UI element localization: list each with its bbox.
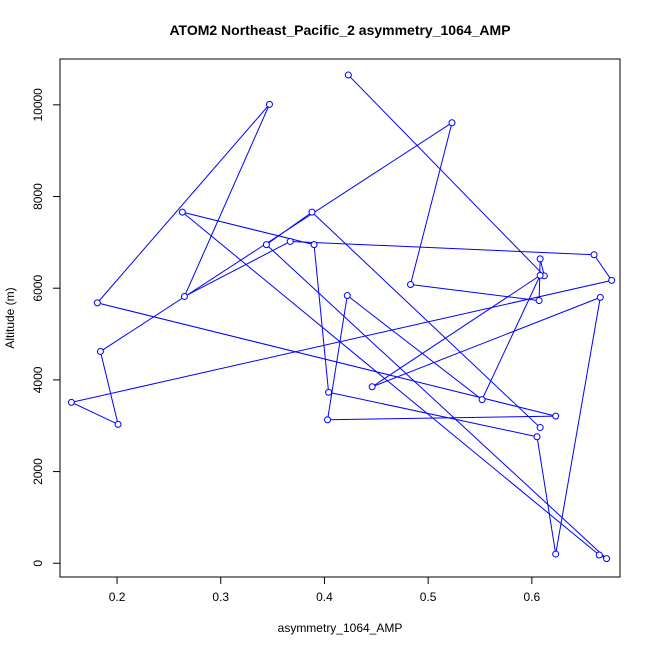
data-point bbox=[608, 276, 616, 284]
data-point bbox=[286, 237, 294, 245]
data-point bbox=[536, 271, 544, 279]
data-point bbox=[407, 281, 415, 289]
data-point bbox=[310, 241, 318, 249]
x-tick-label: 0.6 bbox=[524, 590, 541, 604]
series-line-segment bbox=[71, 279, 612, 403]
series-lines bbox=[71, 74, 613, 560]
series-points bbox=[67, 71, 616, 563]
series-line-segment bbox=[311, 211, 541, 428]
data-point bbox=[308, 208, 316, 216]
data-point bbox=[448, 119, 456, 127]
data-point bbox=[535, 297, 543, 305]
series-line-segment bbox=[481, 275, 541, 400]
y-tick-label: 0 bbox=[31, 560, 45, 567]
data-point bbox=[93, 299, 101, 307]
series-line-segment bbox=[538, 258, 541, 301]
y-axis: 0 2000 4000 6000 8000 10000 bbox=[31, 88, 61, 567]
series-line-segment bbox=[536, 436, 557, 555]
y-tick-label: 2000 bbox=[31, 458, 45, 485]
series-line-segment bbox=[328, 391, 538, 438]
data-point bbox=[178, 208, 186, 216]
data-point bbox=[368, 383, 376, 391]
data-point bbox=[344, 71, 352, 79]
x-tick-label: 0.4 bbox=[316, 590, 333, 604]
series-line-segment bbox=[266, 211, 313, 246]
x-axis-label: asymmetry_1064_AMP bbox=[278, 621, 403, 635]
series-line-segment bbox=[182, 211, 600, 556]
data-point bbox=[324, 416, 332, 424]
series-line-segment bbox=[96, 104, 270, 304]
series-line-segment bbox=[327, 295, 348, 420]
data-point bbox=[325, 388, 333, 396]
data-point bbox=[590, 251, 598, 259]
series-line-segment bbox=[410, 122, 453, 285]
x-axis: 0.2 0.3 0.4 0.5 0.6 bbox=[109, 576, 541, 604]
series-line-segment bbox=[97, 302, 556, 417]
data-point bbox=[114, 420, 122, 428]
data-point bbox=[96, 347, 104, 355]
y-tick-label: 4000 bbox=[31, 366, 45, 393]
data-point bbox=[262, 241, 270, 249]
data-point bbox=[536, 424, 544, 432]
data-point bbox=[536, 255, 544, 263]
series-line-segment bbox=[290, 240, 595, 256]
series-line-segment bbox=[347, 74, 545, 277]
data-point bbox=[265, 100, 273, 108]
chart-title: ATOM2 Northeast_Pacific_2 asymmetry_1064… bbox=[169, 22, 510, 38]
plot-frame bbox=[59, 58, 621, 578]
y-tick-label: 8000 bbox=[31, 183, 45, 210]
series-line-segment bbox=[327, 415, 556, 421]
x-tick-label: 0.3 bbox=[212, 590, 229, 604]
series-line-segment bbox=[266, 244, 607, 560]
series-line-segment bbox=[183, 104, 270, 297]
y-tick-label: 6000 bbox=[31, 275, 45, 302]
series-line-segment bbox=[313, 244, 330, 393]
series-line-segment bbox=[71, 401, 119, 425]
x-tick-label: 0.5 bbox=[420, 590, 437, 604]
data-point bbox=[596, 293, 604, 301]
series-line-segment bbox=[99, 351, 119, 425]
data-point bbox=[343, 292, 351, 300]
data-point bbox=[180, 292, 188, 300]
y-tick-label: 10000 bbox=[31, 88, 45, 122]
data-point bbox=[533, 433, 541, 441]
series-line-segment bbox=[555, 297, 601, 555]
data-point bbox=[595, 551, 603, 559]
data-point bbox=[478, 396, 486, 404]
series-line-segment bbox=[593, 254, 613, 281]
series-line-segment bbox=[371, 296, 601, 388]
series-line-segment bbox=[410, 284, 540, 302]
series-line-segment bbox=[346, 295, 483, 400]
data-point bbox=[552, 412, 560, 420]
data-point bbox=[67, 398, 75, 406]
data-point bbox=[603, 555, 611, 563]
data-point bbox=[552, 550, 560, 558]
y-axis-label: Altitude (m) bbox=[3, 287, 17, 348]
x-tick-label: 0.2 bbox=[109, 590, 126, 604]
